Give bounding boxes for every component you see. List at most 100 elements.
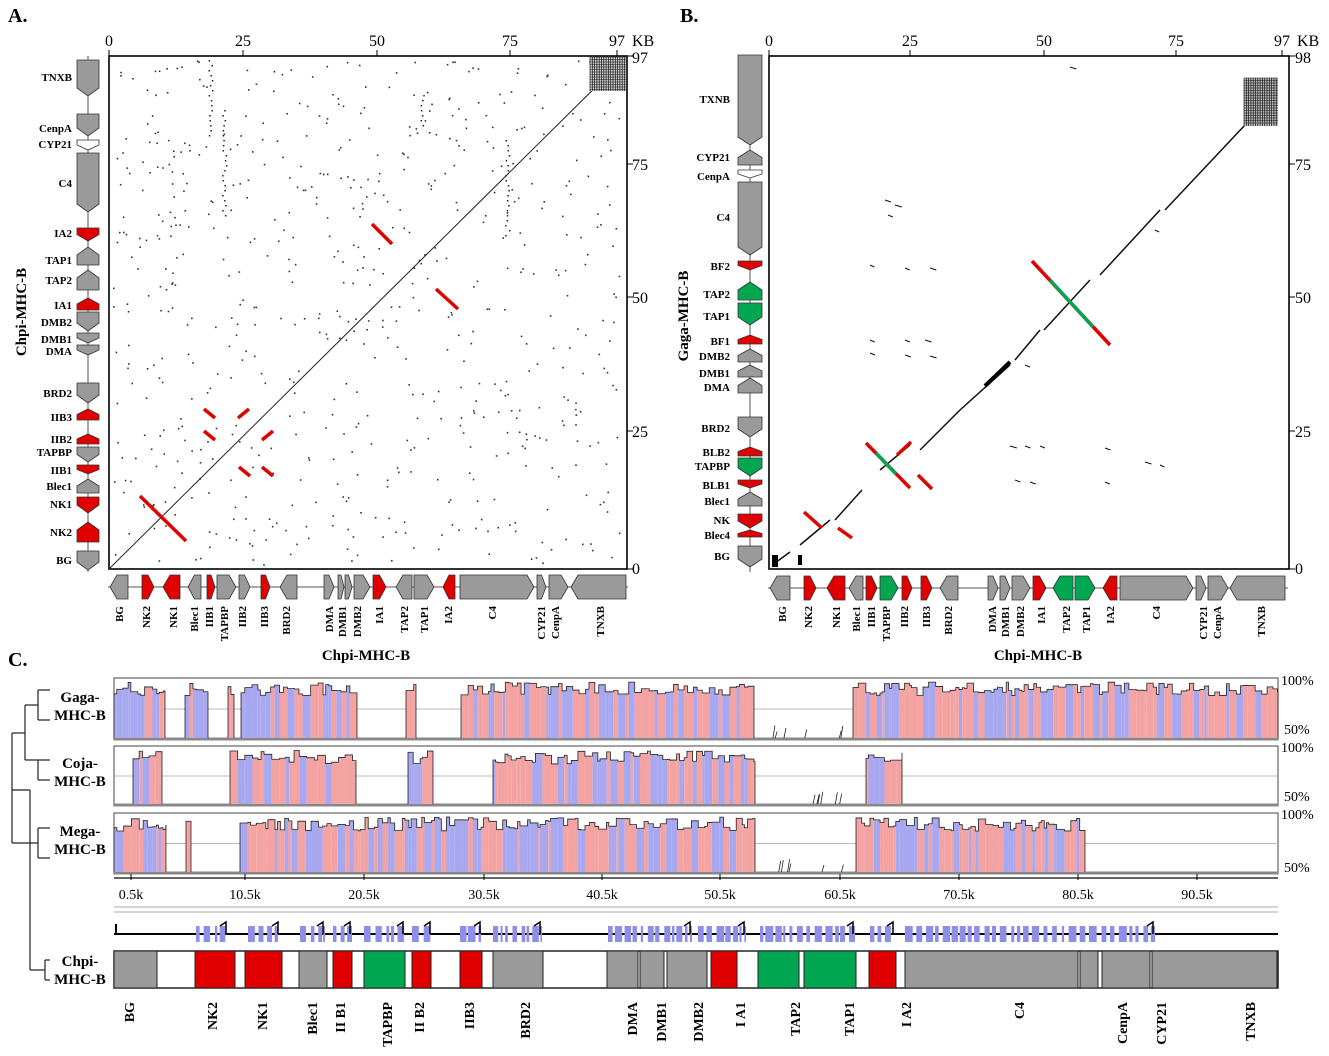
conservation-outline [817,793,821,805]
conserved-region [628,682,635,738]
gene-arrow-vertical [76,59,100,97]
conservation-outline [772,725,776,739]
dot-match [600,155,603,158]
conserved-region [1186,690,1190,738]
dot-match [608,204,611,206]
exon-block [397,926,404,942]
panel-a-x-ticks: 0 25 50 75 97 KB [105,33,654,50]
conserved-region [641,688,650,738]
conserved-region [277,821,281,872]
dot-match [543,133,545,136]
gene-arrow-horizontal [548,574,569,600]
c-x-tick: 40.5k [586,888,618,903]
dot-match [274,218,276,221]
gene-arrow-horizontal [109,574,129,600]
dot-match [187,353,190,356]
conserved-region [185,695,190,738]
c-pct-label: 50% [1284,861,1310,876]
reference-gene-block [868,950,897,989]
conserved-region [1136,690,1145,738]
a-bottom-gene-label: IIB1 [204,606,216,627]
a-x-unit: KB [632,33,654,50]
dot-match [339,146,342,149]
dot-match [428,110,431,112]
conserved-region [497,762,505,804]
dot-match [585,494,588,497]
b-left-gene-label: BF1 [710,336,730,348]
dot-match [245,518,247,520]
conserved-region [279,692,284,738]
conserved-region [697,690,703,738]
dot-match [520,271,522,274]
gene-direction-arrow [316,920,324,934]
dot-match [390,559,393,562]
exon-block [258,926,264,942]
conserved-region [1124,683,1129,738]
dot-match [239,303,242,306]
conservation-outline [812,794,816,805]
conserved-region [563,825,568,872]
dot-match [234,506,237,509]
dot-match [189,149,191,152]
conserved-region [733,755,742,804]
dot-match [459,424,462,427]
gene-arrow-horizontal [879,575,899,601]
conserved-region [318,827,323,872]
conserved-region [953,822,960,872]
conserved-region [880,822,884,872]
c-pct-label: 50% [1284,790,1310,805]
a-x-tick: 50 [369,33,385,50]
conservation-outline [840,725,844,739]
conservation-outline [778,860,782,873]
conserved-region [545,755,552,804]
dot-match [565,185,568,187]
a-left-gene-labels: TNXB CenpA CYP21 C4 IA2 TAP1 TAP2 IA1 DM… [37,72,73,567]
dot-match [263,163,266,166]
c-bottom-gene-label: TAP1 [843,1002,858,1036]
dot-match [357,246,360,249]
dot-match [529,157,531,160]
conserved-region [502,819,507,872]
conserved-region [639,753,648,804]
dot-match [338,149,341,151]
gene-arrow-horizontal [1032,575,1047,601]
dot-match [176,67,179,70]
dot-match [155,465,158,468]
dot-match [487,530,489,533]
b-bottom-gene-label: NK2 [803,606,815,629]
dot-match [252,466,254,469]
conserved-region [719,817,724,872]
c-bottom-gene-label: DMA [626,1001,641,1035]
b-x-tick: 50 [1036,33,1052,50]
dot-match [147,295,150,297]
dot-match [904,339,911,343]
conserved-region [498,692,503,738]
dot-match [521,445,524,448]
a-bottom-gene-label: Blec1 [189,606,201,632]
dot-match [126,303,129,305]
dot-match [177,427,180,430]
dot-match [603,501,605,504]
conserved-region [1128,689,1137,738]
conserved-region [159,692,164,738]
b-bottom-gene-labels: BG NK2 NK1 Blec1 IIB1 TAPBP IIB2 IIB3 BR… [777,605,1268,641]
conserved-region [317,755,326,804]
dot-match [420,105,423,107]
dot-match [141,189,144,192]
conserved-region [1010,829,1014,872]
reference-gene-block [298,950,328,989]
inversion-segment [202,407,217,420]
dot-match [586,253,589,256]
dot-match [152,504,154,507]
dot-match [485,114,488,117]
dot-match [505,140,507,142]
dot-match [299,479,302,481]
dot-match [225,205,227,207]
conserved-region [1247,685,1256,738]
conservation-outline [865,752,903,804]
conserved-region [413,763,421,804]
conserved-region [608,691,614,738]
conserved-region [1181,690,1187,738]
dot-match [514,521,517,524]
conservation-outline [820,791,824,805]
